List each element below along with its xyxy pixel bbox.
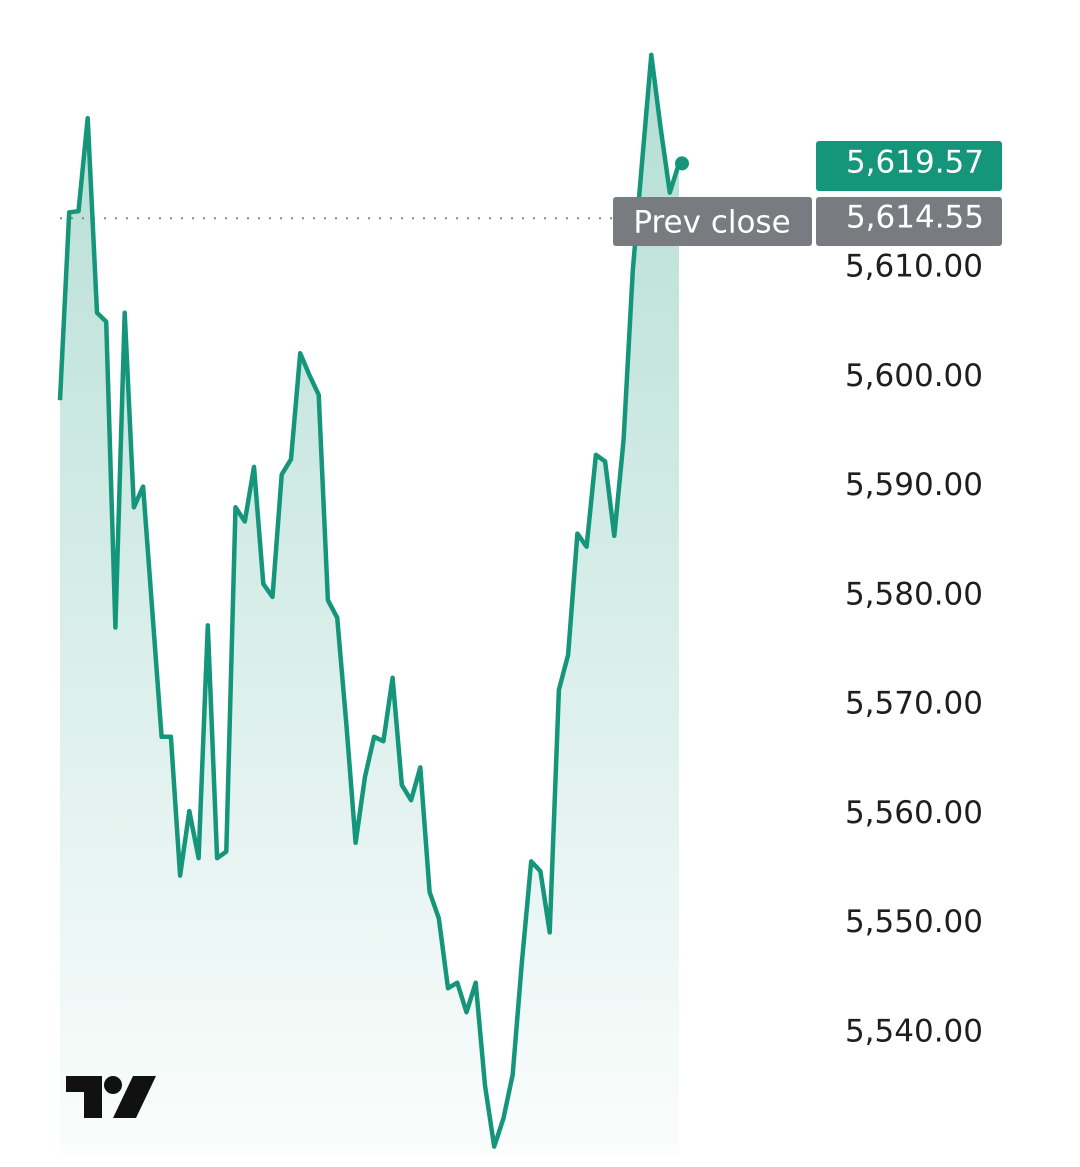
y-tick-label: 5,570.00 — [845, 686, 983, 722]
logo — [66, 1076, 156, 1118]
last-point — [675, 156, 689, 171]
y-tick-label: 5,550.00 — [845, 904, 983, 940]
area-fill — [60, 54, 679, 1154]
last-price-label: 5,619.57 — [846, 145, 984, 181]
last-price-box — [816, 141, 1002, 191]
y-tick-label: 5,600.00 — [845, 358, 983, 394]
prev-close-name-box — [613, 197, 812, 246]
y-tick-label: 5,580.00 — [845, 576, 983, 612]
y-tick-label: 5,540.00 — [845, 1013, 983, 1049]
y-tick-label: 5,590.00 — [845, 467, 983, 503]
prev-close-label: 5,614.55 — [846, 200, 984, 236]
plot-area — [57, 52, 689, 1154]
prev-close-box — [816, 197, 1002, 246]
prev-close-name: Prev close — [633, 205, 790, 241]
y-tick-label: 5,560.00 — [845, 795, 983, 831]
price-line — [57, 52, 682, 1149]
y-tick-label: 5,610.00 — [845, 249, 983, 285]
